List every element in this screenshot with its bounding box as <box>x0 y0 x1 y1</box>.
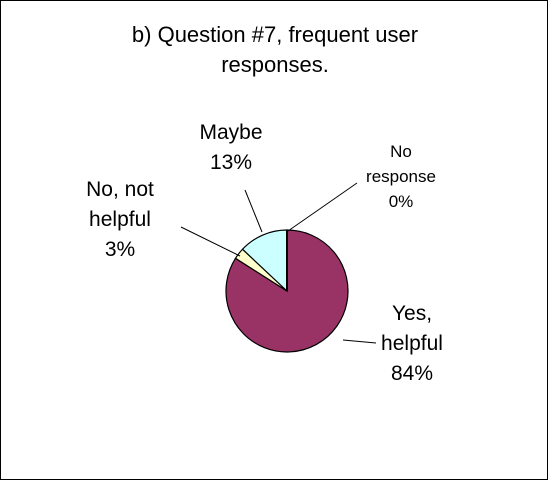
data-label-no-response: response <box>366 167 436 186</box>
data-label-value-no-response: 0% <box>389 192 414 211</box>
chart-title: b) Question #7, frequent user responses. <box>21 20 529 80</box>
data-label-no-not-helpful: No, not <box>86 178 154 201</box>
leader-line-yes-helpful <box>342 339 377 344</box>
leader-line-no-response <box>287 182 358 232</box>
data-label-value-yes-helpful: 84% <box>391 362 433 385</box>
data-label-maybe: Maybe <box>199 121 262 144</box>
data-label-yes-helpful: helpful <box>381 332 443 355</box>
leader-line-maybe <box>244 189 263 233</box>
data-label-no-not-helpful: helpful <box>89 208 151 231</box>
data-label-yes-helpful: Yes, <box>392 302 432 325</box>
chart-title-line-2: responses. <box>221 52 329 77</box>
leader-line-no-not-helpful <box>180 226 241 257</box>
data-label-value-maybe: 13% <box>210 151 252 174</box>
data-label-no-response: No <box>390 142 412 161</box>
data-label-value-no-not-helpful: 3% <box>105 238 135 261</box>
chart-title-line-1: b) Question #7, frequent user <box>131 22 419 47</box>
